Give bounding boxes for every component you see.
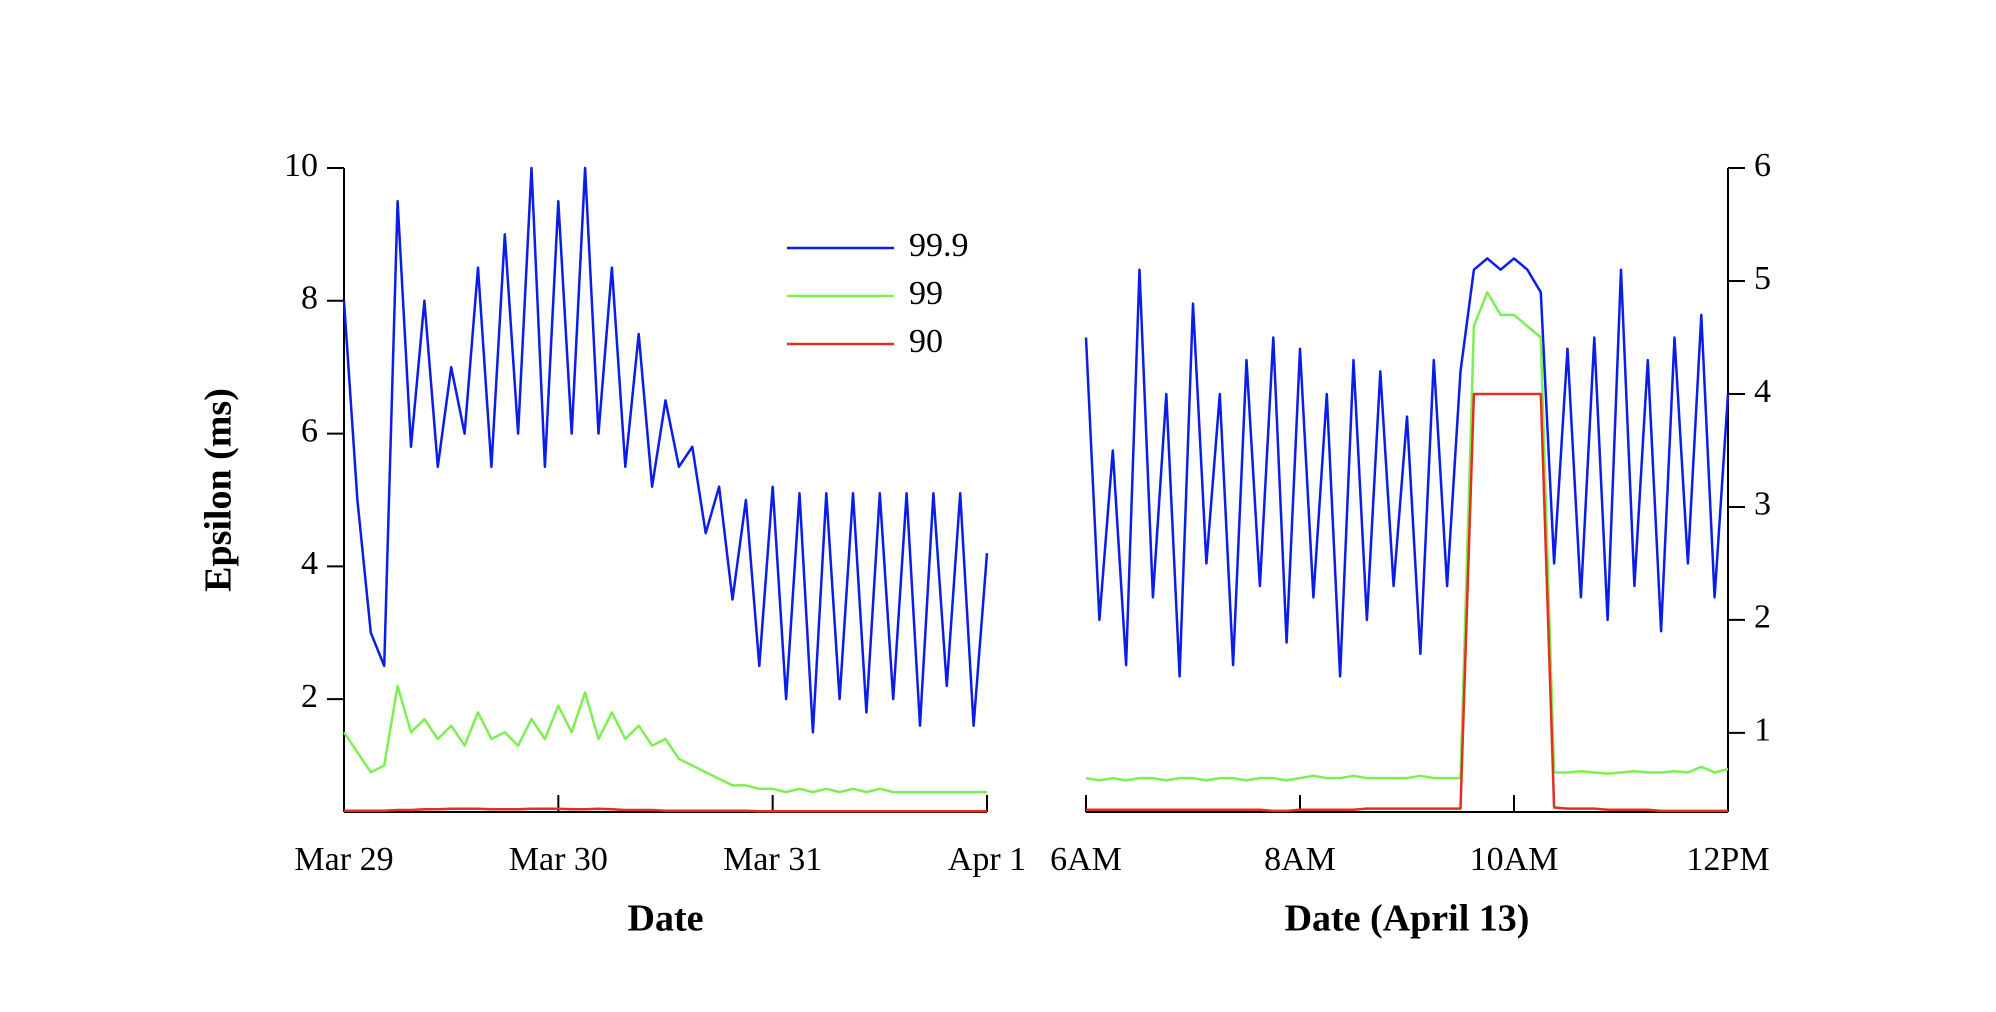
legend-label: 99.9	[909, 227, 969, 264]
x-axis-label: Date	[628, 898, 704, 940]
y-axis-label: Epsilon (ms)	[198, 388, 240, 592]
legend-label: 99	[909, 275, 943, 312]
x-tick-label: 8AM	[1264, 841, 1336, 878]
y-tick-label: 4	[1754, 373, 1771, 410]
y-tick-label: 6	[1754, 147, 1771, 184]
y-tick-label: 4	[301, 545, 318, 582]
series-line	[1086, 392, 1728, 813]
y-tick-label: 2	[1754, 599, 1771, 636]
series-line	[344, 807, 987, 813]
x-tick-label: Mar 29	[294, 841, 393, 878]
y-tick-label: 6	[301, 412, 318, 449]
x-axis-label: Date (April 13)	[1285, 898, 1530, 940]
x-tick-label: 12PM	[1686, 841, 1769, 878]
y-tick-label: 3	[1754, 486, 1771, 523]
y-tick-label: 8	[301, 280, 318, 317]
x-tick-label: 6AM	[1050, 841, 1122, 878]
x-tick-label: Mar 30	[509, 841, 608, 878]
x-tick-label: Apr 1	[948, 841, 1026, 878]
series-line	[342, 684, 987, 794]
series-line	[342, 166, 989, 734]
y-tick-label: 10	[284, 147, 318, 184]
legend-label: 90	[909, 323, 943, 360]
x-tick-label: Mar 31	[723, 841, 822, 878]
series-line	[1085, 291, 1729, 782]
y-tick-label: 5	[1754, 260, 1771, 297]
y-tick-label: 1	[1754, 712, 1771, 749]
series-line	[1084, 257, 1730, 678]
x-tick-label: 10AM	[1470, 841, 1559, 878]
y-tick-label: 2	[301, 678, 318, 715]
